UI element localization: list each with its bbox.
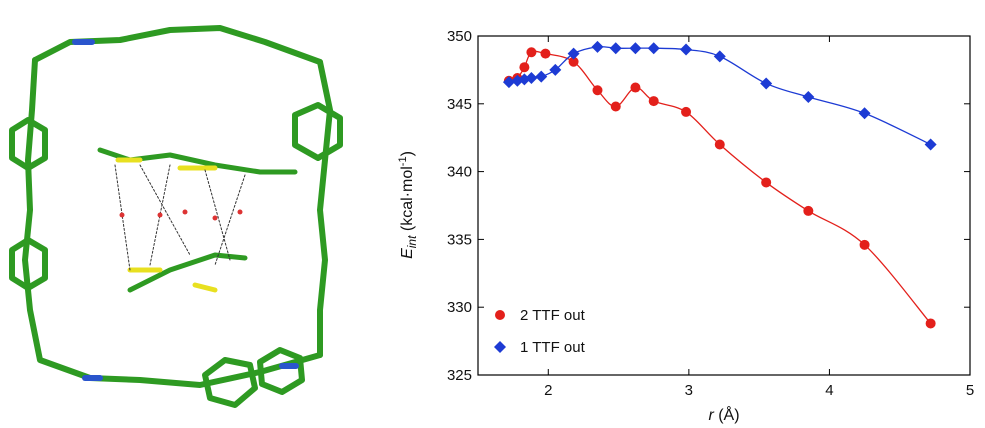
data-point xyxy=(592,85,603,96)
data-point xyxy=(803,205,814,216)
plot-frame xyxy=(477,35,971,376)
data-point xyxy=(567,47,580,60)
data-point xyxy=(925,318,936,329)
data-point xyxy=(924,138,937,151)
legend-label: 1 TTF out xyxy=(520,339,586,356)
data-point xyxy=(714,139,725,150)
x-tick-label: 5 xyxy=(966,382,974,399)
x-axis-label: r (Å) xyxy=(708,405,739,424)
data-point xyxy=(648,96,659,107)
data-point xyxy=(858,107,871,120)
legend-marker xyxy=(495,310,505,320)
y-tick-label: 325 xyxy=(447,367,472,384)
data-point xyxy=(859,239,870,250)
data-point xyxy=(610,101,621,112)
data-point xyxy=(502,76,515,89)
y-tick-label: 340 xyxy=(447,164,472,181)
data-point xyxy=(760,77,773,90)
y-axis-label: Eint (kcal·mol-1) xyxy=(397,151,419,259)
data-point xyxy=(525,72,538,85)
y-label-unit: (kcal·mol xyxy=(399,166,416,235)
data-point xyxy=(526,47,537,58)
y-tick-label: 345 xyxy=(447,96,472,113)
data-point xyxy=(630,82,641,93)
data-point xyxy=(713,50,726,63)
data-point xyxy=(519,62,530,73)
x-tick-label: 3 xyxy=(685,382,693,399)
y-tick-label: 330 xyxy=(447,299,472,316)
y-label-superscript: -1 xyxy=(397,156,409,166)
y-tick-label: 350 xyxy=(447,28,472,45)
data-point xyxy=(802,91,815,104)
y-tick-label: 335 xyxy=(447,231,472,248)
legend-marker xyxy=(494,341,506,353)
x-label-symbol: r xyxy=(708,407,714,424)
data-point xyxy=(609,42,622,55)
data-point xyxy=(647,42,660,55)
data-point xyxy=(680,43,693,56)
data-point xyxy=(761,177,772,188)
data-point xyxy=(568,56,579,67)
data-point xyxy=(681,106,692,117)
data-point xyxy=(549,63,562,76)
x-label-unit: (Å) xyxy=(714,405,740,424)
y-label-close: ) xyxy=(399,151,416,156)
x-tick-label: 2 xyxy=(544,382,552,399)
data-point xyxy=(540,48,551,59)
series-line xyxy=(508,50,932,324)
x-tick-label: 4 xyxy=(825,382,833,399)
data-point xyxy=(591,40,604,53)
data-point xyxy=(535,70,548,83)
y-label-subscript: int xyxy=(405,235,419,248)
data-point xyxy=(629,42,642,55)
legend-label: 2 TTF out xyxy=(520,307,586,324)
molecule-illustration xyxy=(9,25,343,408)
y-label-symbol: E xyxy=(399,248,416,259)
